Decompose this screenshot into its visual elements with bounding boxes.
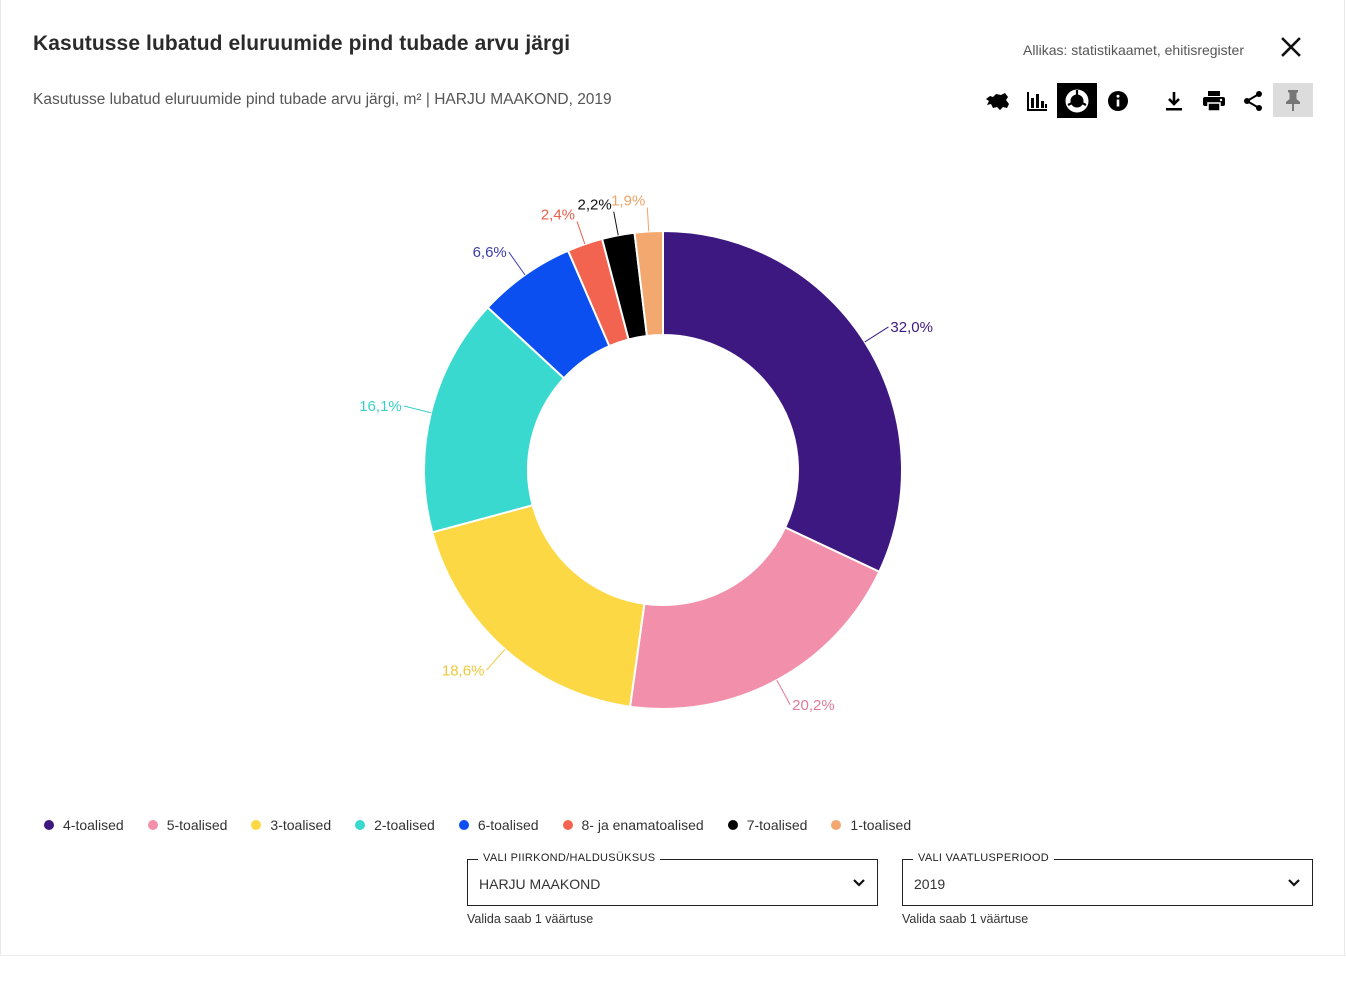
data-label-6-toalised: 6,6% (473, 244, 507, 261)
legend-dot (831, 820, 842, 830)
legend-dot (44, 820, 54, 830)
legend-label: 1-toalised (850, 817, 912, 833)
data-label-4-toalised: 32,0% (890, 319, 933, 336)
legend-label: 4-toalised (63, 817, 124, 833)
chart-legend: 4-toalised 5-toalised 3-toalised 2-toalised… (44, 815, 935, 835)
legend-dot (251, 820, 262, 830)
legend-item-2-toalised[interactable]: 2-toalised (355, 817, 435, 833)
close-icon (1281, 37, 1301, 57)
period-select-label: VALI VAATLUSPERIOOD (913, 852, 1055, 864)
legend-item-5-toalised[interactable]: 5-toalised (147, 817, 228, 833)
page-edge-bottom (0, 955, 1346, 956)
legend-label: 7-toalised (746, 817, 808, 833)
download-button[interactable] (1156, 83, 1191, 118)
data-label-8-ja-enamatoalised: 2,4% (541, 206, 575, 223)
data-label-5-toalised: 20,2% (792, 697, 835, 714)
period-helper-text: Valida saab 1 väärtuse (902, 912, 1029, 926)
slice-4-toalised[interactable] (662, 229, 903, 574)
legend-label: 8- ja enamatoalised (581, 817, 704, 833)
donut-chart-view-button[interactable] (1057, 83, 1097, 118)
slice-1-toalised[interactable] (633, 229, 664, 338)
pin-icon (1286, 90, 1300, 111)
legend-dot (355, 820, 366, 830)
legend-dot (147, 820, 158, 830)
leader-line-2-toalised (403, 405, 432, 414)
data-label-1-toalised: 1,9% (611, 192, 645, 209)
chart-subtitle: Kasutusse lubatud eluruumide pind tubade… (33, 91, 612, 108)
page-edge-left (0, 0, 1, 955)
period-select[interactable]: VALI VAATLUSPERIOOD 2019 (902, 852, 1313, 906)
share-button[interactable] (1235, 83, 1270, 118)
legend-dot (458, 820, 469, 830)
legend-label: 3-toalised (270, 817, 332, 833)
legend-item-4-toalised[interactable]: 4-toalised (44, 817, 124, 833)
slice-3-toalised[interactable] (431, 503, 646, 708)
legend-item-1-toalised[interactable]: 1-toalised (831, 817, 911, 833)
slice-5-toalised[interactable] (628, 526, 881, 710)
map-icon (985, 92, 1009, 110)
download-icon (1165, 91, 1182, 110)
chevron-down-icon (853, 879, 865, 887)
leader-line-7-toalised (613, 211, 619, 236)
legend-label: 6-toalised (477, 817, 539, 833)
donut-chart: 32,0% 20,2% 18,6% 16,1% 6,6% 2,4%2,2% 1,9% (359, 192, 933, 714)
leader-line-5-toalised (776, 679, 791, 706)
data-label-2-toalised: 16,1% (359, 398, 402, 415)
pin-button[interactable] (1273, 83, 1313, 117)
legend-dot (562, 820, 573, 830)
leader-line-4-toalised (864, 326, 889, 343)
page-title: Kasutusse lubatud eluruumide pind tubade… (33, 32, 571, 55)
legend-item-7-toalised[interactable]: 7-toalised (727, 817, 808, 833)
print-button[interactable] (1196, 83, 1231, 118)
page-edge-right (1344, 0, 1345, 955)
close-button[interactable] (1278, 34, 1304, 60)
region-helper-text: Valida saab 1 väärtuse (467, 912, 594, 926)
legend-item-6-toalised[interactable]: 6-toalised (458, 817, 539, 833)
data-label-7-toalised: 2,2% (578, 197, 612, 214)
period-select-value: 2019 (914, 876, 946, 892)
region-select-label: VALI PIIRKOND/HALDUSÜKSUS (478, 852, 661, 864)
info-button[interactable] (1100, 83, 1135, 118)
chevron-down-icon (1288, 879, 1300, 887)
data-label-3-toalised: 18,6% (442, 662, 485, 679)
bar-chart-view-button[interactable] (1019, 83, 1054, 118)
region-select[interactable]: VALI PIIRKOND/HALDUSÜKSUS HARJU MAAKOND (467, 852, 878, 906)
donut-chart-icon (1065, 89, 1089, 112)
leader-line-3-toalised (486, 648, 506, 671)
leader-line-6-toalised (508, 251, 526, 276)
region-select-value: HARJU MAAKOND (479, 876, 601, 892)
legend-label: 2-toalised (374, 817, 435, 833)
bar-chart-icon (1026, 91, 1047, 111)
map-view-button[interactable] (979, 83, 1014, 118)
leader-line-1-toalised (646, 207, 650, 232)
legend-item-8-ja-enamatoalised[interactable]: 8- ja enamatoalised (562, 817, 704, 833)
print-icon (1202, 90, 1225, 112)
leader-line-8-ja-enamatoalised (576, 221, 586, 245)
legend-item-3-toalised[interactable]: 3-toalised (251, 817, 331, 833)
legend-dot (727, 820, 738, 830)
source-text: Allikas: statistikaamet, ehitisregister (1023, 42, 1244, 58)
legend-label: 5-toalised (166, 817, 228, 833)
share-icon (1243, 90, 1262, 111)
info-icon (1107, 90, 1128, 111)
